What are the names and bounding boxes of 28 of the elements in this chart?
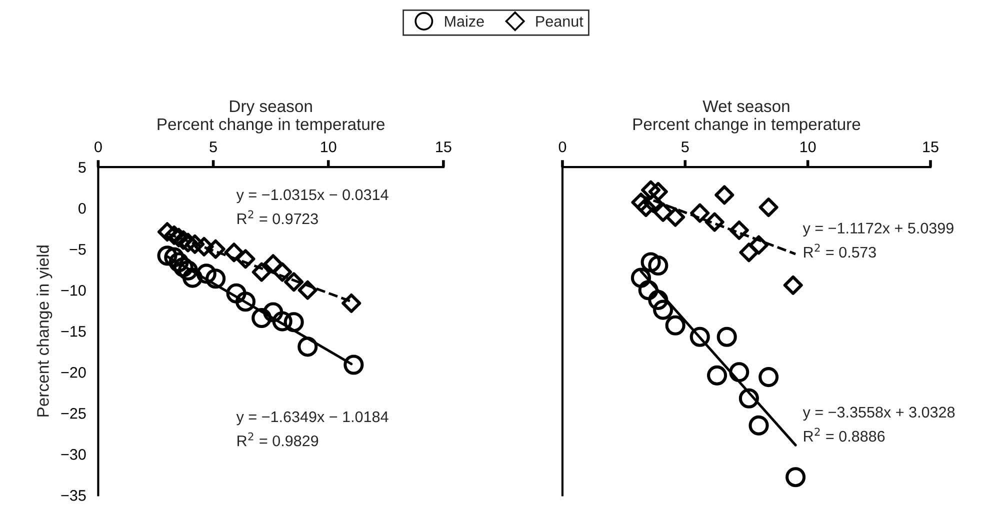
y-tick-label: −25 (61, 408, 86, 419)
x-tick-label: 0 (94, 141, 102, 152)
chart-title: Wet season (702, 100, 790, 112)
annotation: y = −3.3558x + 3.0328 R$^{2}$ = 0.8886 (802, 406, 955, 442)
x-tick-label: 5 (210, 142, 217, 152)
annotation: y = −1.1172x + 5.0399 R$^{2}$ = 0.573 (802, 222, 954, 258)
y-tick-label: −30 (61, 449, 86, 460)
x-tick-label: 15 (923, 142, 938, 152)
y-tick-label: 0 (78, 202, 86, 214)
legend-label: Peanut (536, 16, 584, 27)
y-tick-label: −35 (61, 490, 86, 501)
x-tick-label: 10 (800, 141, 816, 152)
y-tick-label: −10 (61, 284, 86, 296)
x-axis-title: Percent change in temperature (633, 118, 860, 134)
y-tick-label: −20 (61, 367, 86, 378)
legend-label: Maize (445, 16, 484, 27)
y-tick-label: −5 (70, 244, 86, 255)
y-axis-title: Percent change in yield (36, 246, 52, 416)
x-tick-label: 10 (321, 141, 336, 152)
annotation: y = −1.6349x − 1.0184 R$^{2}$ = 0.9829 (236, 411, 388, 446)
x-tick-label: 5 (682, 142, 689, 152)
chart-title: Dry season (230, 100, 312, 116)
annotation: y = −1.0315x − 0.0314 R$^{2}$ = 0.9723 (236, 189, 388, 224)
x-tick-label: 0 (558, 141, 566, 152)
y-tick-label: 5 (78, 162, 86, 173)
y-tick-label: −15 (61, 326, 86, 337)
x-axis-title: Percent change in temperature (158, 118, 385, 134)
x-tick-label: 15 (436, 142, 452, 152)
